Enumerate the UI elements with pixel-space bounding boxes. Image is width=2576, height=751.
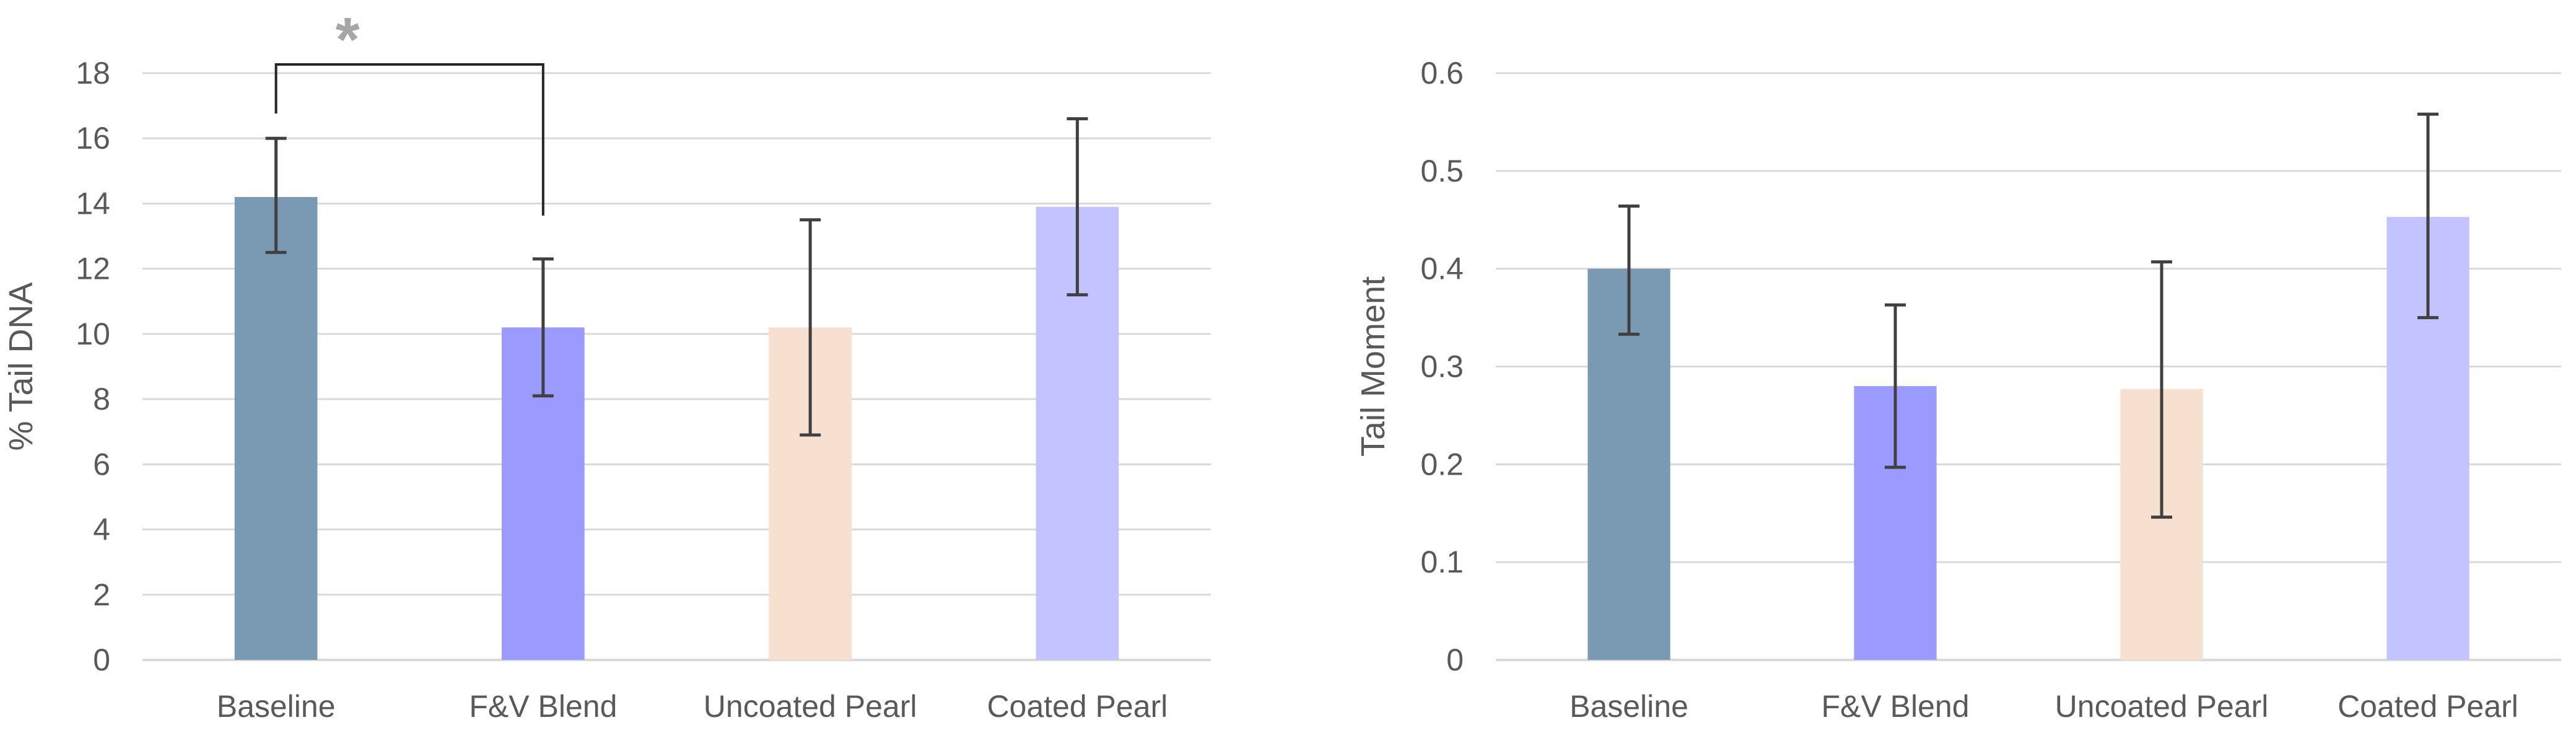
significance-asterisk: * bbox=[336, 5, 360, 74]
x-tick-label: Baseline bbox=[217, 689, 336, 724]
x-tick-label: Uncoated Pearl bbox=[704, 689, 917, 724]
y-tick-label: 0.2 bbox=[1420, 447, 1464, 481]
x-tick-label: Baseline bbox=[1570, 689, 1688, 724]
x-tick-label: F&V Blend bbox=[469, 689, 617, 724]
y-tick-label: 10 bbox=[76, 317, 110, 351]
y-tick-label: 16 bbox=[76, 121, 110, 156]
y-tick-label: 14 bbox=[76, 186, 110, 221]
y-axis-title: Tail Moment bbox=[1355, 276, 1392, 457]
y-tick-label: 12 bbox=[76, 252, 110, 286]
y-tick-label: 8 bbox=[93, 382, 110, 416]
y-tick-label: 0.3 bbox=[1420, 349, 1464, 384]
y-tick-label: 2 bbox=[93, 578, 110, 612]
y-tick-label: 0 bbox=[1446, 643, 1464, 677]
y-tick-label: 0.1 bbox=[1420, 545, 1464, 579]
x-tick-label: Coated Pearl bbox=[2338, 689, 2518, 724]
chart-tail-moment: 0 0.1 0.2 0.3 0.4 0.5 0.6 Tail Moment Baseline F&… bbox=[1355, 56, 2561, 724]
y-tick-label: 0.4 bbox=[1420, 252, 1464, 286]
y-tick-label: 6 bbox=[93, 447, 110, 481]
y-tick-label: 0 bbox=[93, 643, 110, 677]
bar-tail-dna-1 bbox=[234, 196, 318, 660]
significance-bracket bbox=[274, 63, 544, 216]
chart-tail-dna: 0 2 4 6 8 10 12 14 16 18 % Tail DNA Baseline F&V Ble… bbox=[2, 5, 1211, 724]
x-tick-label: Uncoated Pearl bbox=[2055, 689, 2269, 724]
x-tick-label: Coated Pearl bbox=[987, 689, 1168, 724]
y-tick-label: 4 bbox=[93, 512, 110, 547]
y-tick-label: 0.5 bbox=[1420, 154, 1464, 188]
y-axis-title: % Tail DNA bbox=[2, 282, 40, 450]
y-tick-label: 0.6 bbox=[1420, 56, 1464, 90]
y-tick-label: 18 bbox=[76, 56, 110, 90]
x-tick-label: F&V Blend bbox=[1821, 689, 1969, 724]
